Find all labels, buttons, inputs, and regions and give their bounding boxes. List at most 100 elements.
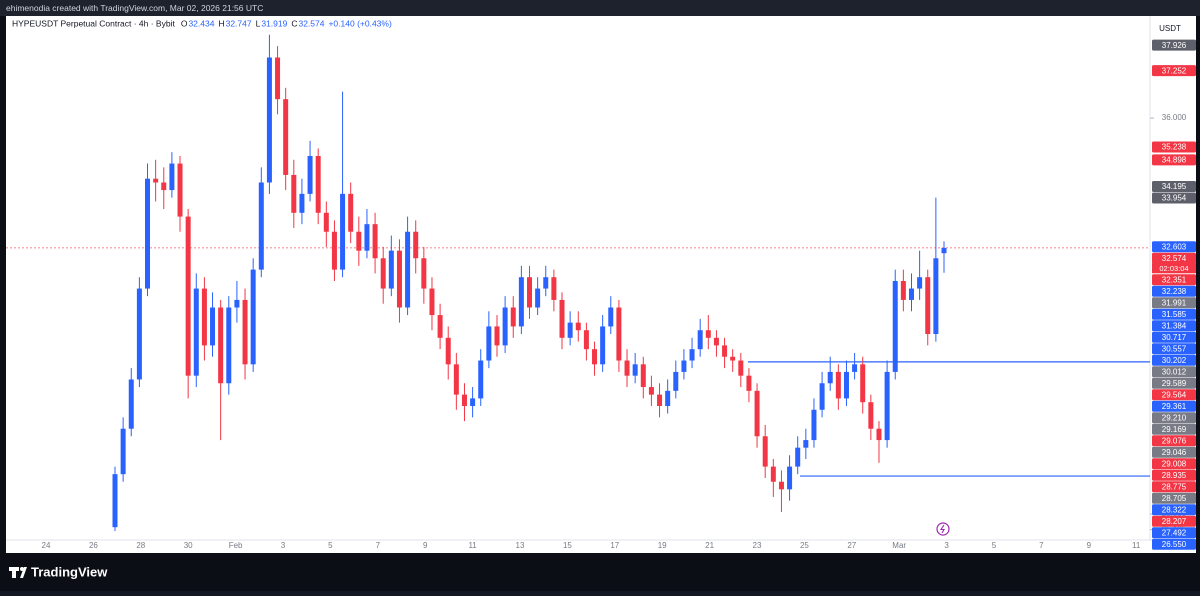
candle-body [705,330,711,338]
ohlc-value: 31.919 [261,18,287,28]
price-label-box [1152,192,1196,204]
price-label-box [1152,492,1196,504]
candle-body [429,288,435,316]
candle-body [388,250,394,289]
candle-body [234,299,240,308]
candle-body [283,99,289,175]
price-label: 28.935 [1162,471,1187,480]
x-tick-label: 24 [42,541,51,550]
price-label: 34.195 [1162,182,1187,191]
candle-body [908,288,914,300]
candle-body [827,371,833,384]
candle-body [665,390,671,406]
candle-body [453,364,459,395]
candle-body [527,277,532,308]
price-label-box [1152,377,1196,389]
candle-body [461,394,467,406]
price-label-box [1152,65,1196,77]
candle-body [169,163,175,191]
price-label-box [1152,366,1196,378]
price-label-box [1152,458,1196,470]
candle-body [372,224,378,259]
y-tick-label: 36.000 [1162,113,1187,122]
ohlc-value: 32.747 [226,18,252,28]
legend: HYPEUSDT Perpetual Contract · 4h · Bybit… [12,18,392,28]
price-label-box [1152,180,1196,192]
price-label-box [1152,515,1196,527]
candle-body [592,349,598,365]
price-label: 34.898 [1162,155,1187,164]
price-label-box [1152,527,1196,539]
candle-body [843,371,849,399]
price-label-box [1152,141,1196,153]
candle-body [762,436,768,467]
price-label: 29.361 [1162,402,1187,411]
candle-body [218,307,224,384]
candle-body [583,330,589,350]
candle-body [624,360,630,376]
candle-body [608,307,614,327]
candle-body [486,326,492,361]
x-tick-label: 25 [800,541,809,550]
candle-body [380,258,386,289]
logo-slash [20,567,27,578]
price-label-box [1152,274,1196,286]
price-label-box [1152,331,1196,343]
candle-body [941,247,947,254]
candle-body [860,364,866,403]
price-label: 33.954 [1162,194,1187,203]
candle-body [307,155,313,194]
candle-body [884,371,890,441]
candle-body [445,337,451,365]
logo-stem [12,567,16,578]
candle-body [161,182,167,191]
x-tick-label: 5 [992,541,997,550]
candle-body [770,466,776,482]
currency: USDT [1159,24,1181,33]
candle-body [210,307,216,346]
price-label: 30.557 [1162,344,1187,353]
price-label: 26.550 [1162,540,1187,549]
price-label: 30.202 [1162,356,1187,365]
candle-body [852,364,858,372]
candle-body [315,155,321,213]
candle-body [559,299,565,338]
candle-body [754,390,760,437]
candle-body [917,277,923,289]
price-label: 27.492 [1162,528,1187,537]
candle-body [616,307,622,361]
candle-body [600,326,606,365]
x-tick-label: 23 [753,541,762,550]
candle-body [478,360,484,399]
candle-body [242,299,248,365]
x-tick-label: 9 [1087,541,1092,550]
price-label-box [1152,308,1196,320]
price-label: 32.351 [1162,275,1187,284]
candle-body [835,371,841,399]
candle-body [876,428,882,441]
candle-body [340,193,346,270]
x-tick-label: Feb [229,541,243,550]
candle-body [193,288,199,376]
price-label-box [1152,343,1196,355]
candle-body [153,178,159,183]
price-label: 28.207 [1162,517,1187,526]
price-label-box [1152,320,1196,332]
price-label: 28.322 [1162,505,1187,514]
ohlc-value: 32.434 [188,18,214,28]
candle-body [177,163,183,217]
price-label: 30.717 [1162,333,1187,342]
candle-body [421,258,427,289]
event-icon-bolt [939,524,945,534]
price-label: 28.775 [1162,482,1187,491]
x-tick-label: 19 [658,541,667,550]
candle-body [892,280,898,372]
candle-body [226,307,232,384]
price-label: 29.210 [1162,413,1187,422]
candle-body [738,360,744,376]
candle-body [323,212,329,232]
ohlc-label: L [256,18,261,28]
candle-body [405,231,411,308]
